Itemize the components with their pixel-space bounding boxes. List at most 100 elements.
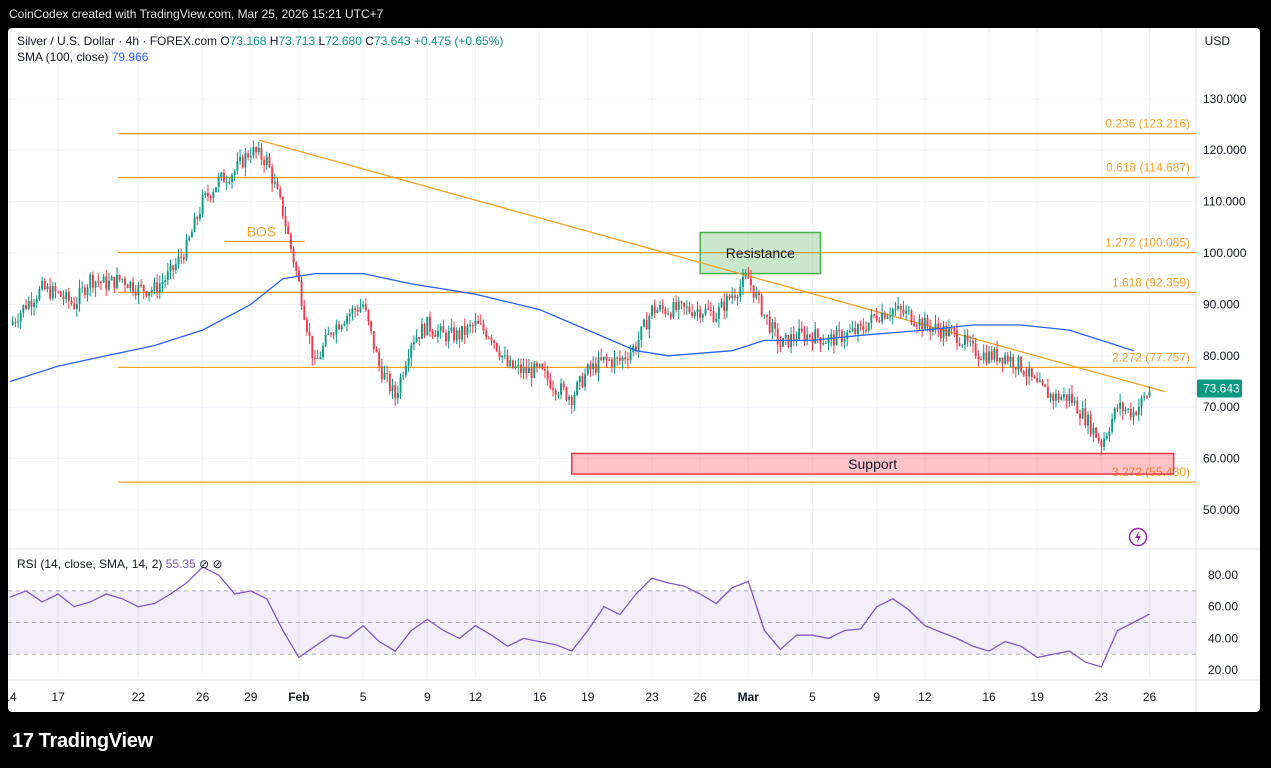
- candle-body: [701, 314, 704, 318]
- candle-body: [273, 182, 276, 184]
- candle-body: [86, 287, 89, 296]
- candle-body: [129, 281, 132, 289]
- candle-body: [570, 396, 573, 406]
- tradingview-logo-text: TradingView: [38, 730, 153, 752]
- candle-body: [934, 323, 937, 328]
- candle-body: [228, 181, 231, 183]
- candle-body: [198, 213, 201, 219]
- candle-body: [573, 395, 576, 406]
- candle-body: [67, 291, 70, 302]
- candle-body: [190, 232, 193, 238]
- candle-body: [964, 334, 966, 346]
- candle-body: [172, 265, 175, 271]
- candle-body: [362, 304, 365, 307]
- candle-body: [659, 305, 661, 310]
- symbol-title[interactable]: Silver / U.S. Dollar · 4h · FOREX.com: [17, 34, 218, 48]
- candle-body: [113, 276, 116, 289]
- candle-body: [648, 316, 651, 330]
- candle-body: [782, 338, 785, 347]
- candle-body: [758, 292, 760, 296]
- candle-body: [592, 363, 595, 370]
- candle-body: [391, 385, 394, 392]
- candle-body: [332, 334, 335, 336]
- candle-body: [308, 331, 311, 336]
- candle-body: [156, 282, 159, 293]
- time-axis-tick: Mar: [738, 690, 760, 704]
- candle-body: [806, 334, 809, 342]
- candle-body: [851, 328, 854, 331]
- rsi-label[interactable]: RSI (14, close, SMA, 14, 2): [17, 557, 163, 571]
- candle-body: [733, 295, 736, 298]
- candle-body: [19, 312, 22, 322]
- candle-body: [522, 367, 525, 373]
- close-label: C: [365, 34, 374, 48]
- currency-label[interactable]: USD: [1204, 34, 1230, 48]
- candle-body: [100, 282, 102, 284]
- candle-body: [921, 318, 924, 330]
- candle-body: [945, 326, 948, 336]
- candle-body: [643, 319, 645, 327]
- candle-body: [255, 147, 258, 153]
- candle-body: [453, 327, 455, 341]
- tradingview-logo-mark: 17: [12, 730, 34, 752]
- candle-body: [471, 325, 474, 327]
- candle-body: [252, 147, 255, 156]
- candle-body: [70, 301, 73, 304]
- branding-bar: 17 TradingView: [0, 712, 1271, 768]
- candle-body: [437, 330, 439, 337]
- candle-body: [581, 376, 584, 387]
- high-label: H: [269, 34, 279, 48]
- candle-body: [717, 307, 720, 319]
- candle-body: [830, 334, 833, 338]
- candle-body: [1014, 367, 1017, 370]
- candle-body: [862, 325, 865, 330]
- candle-body: [530, 367, 533, 378]
- rsi-visibility-icons[interactable]: ⊘ ⊘: [199, 557, 223, 571]
- candle-body: [292, 248, 295, 264]
- candle-body: [600, 357, 603, 360]
- candle-body: [498, 350, 501, 358]
- candle-body: [375, 349, 378, 353]
- candle-body: [1140, 397, 1143, 407]
- candle-body: [519, 364, 522, 373]
- sma-label[interactable]: SMA (100, close): [17, 50, 109, 64]
- candle-body: [549, 379, 552, 389]
- candle-body: [396, 392, 399, 399]
- candle-body: [610, 359, 613, 367]
- candle-body: [479, 323, 482, 325]
- candle-body: [91, 274, 94, 288]
- candle-body: [947, 328, 950, 336]
- rsi-axis-tick: 80.00: [1208, 568, 1238, 582]
- candle-body: [244, 153, 247, 168]
- candle-body: [707, 308, 710, 310]
- rsi-axis-tick: 60.00: [1208, 600, 1238, 614]
- candle-body: [774, 322, 776, 329]
- alert-lightning-icon: [1128, 527, 1148, 547]
- candle-body: [685, 306, 688, 308]
- candle-body: [889, 315, 892, 317]
- candle-body: [124, 278, 126, 285]
- sma-value: 79.966: [111, 50, 149, 64]
- candle-body: [629, 352, 632, 360]
- support-label: Support: [848, 456, 897, 472]
- candle-body: [303, 305, 306, 320]
- candle-body: [257, 147, 260, 153]
- candle-body: [161, 281, 164, 284]
- candle-body: [1124, 409, 1127, 412]
- candle-body: [541, 364, 544, 369]
- candle-body: [1111, 419, 1114, 432]
- low-value: 72.680: [325, 34, 362, 48]
- chart-panel[interactable]: 0.236 (123.216) 0.618 (114.687) 1.272 (100…: [8, 28, 1260, 712]
- candle-body: [137, 285, 140, 296]
- candle-body: [1097, 437, 1100, 441]
- candle-body: [616, 357, 619, 359]
- price-chart[interactable]: 0.236 (123.216) 0.618 (114.687) 1.272 (100…: [8, 28, 1260, 712]
- fib-level-label: 1.618 (92.359): [1112, 275, 1190, 289]
- candle-body: [980, 358, 982, 360]
- candle-body: [993, 348, 996, 360]
- candle-body: [656, 309, 659, 314]
- time-axis-tick: Feb: [288, 690, 309, 704]
- candle-body: [902, 309, 905, 314]
- candle-body: [209, 196, 212, 199]
- candle-body: [1095, 427, 1097, 438]
